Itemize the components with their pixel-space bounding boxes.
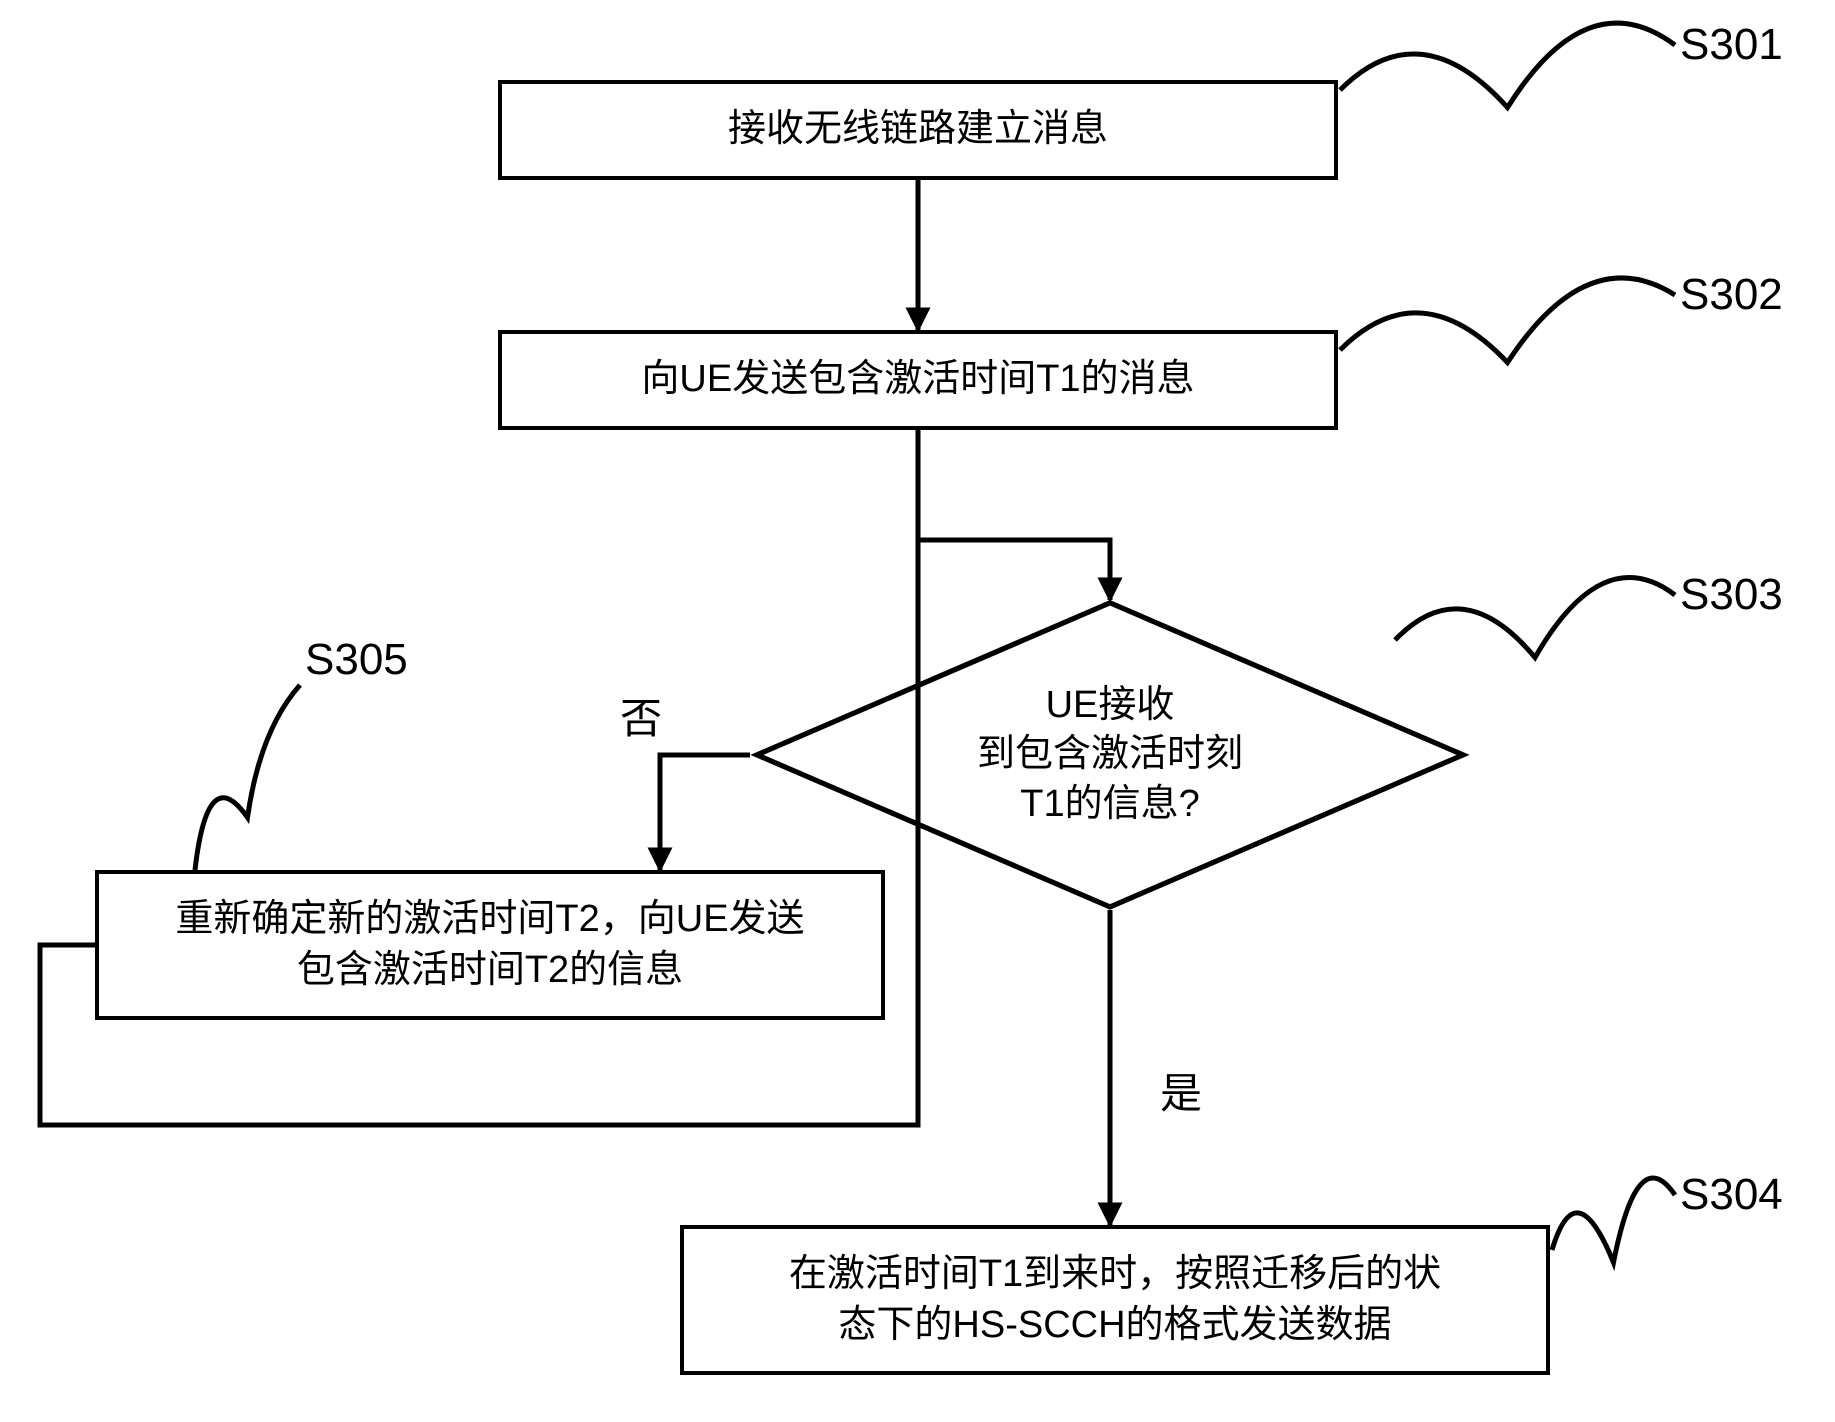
step-label-s302: S302 [1680,270,1783,320]
node-text-s304: 在激活时间T1到来时，按照迁移后的状 态下的HS-SCCH的格式发送数据 [789,1249,1441,1352]
node-text-s303: UE接收 到包含激活时刻 T1的信息? [977,681,1243,829]
lead-s301 [1340,23,1675,107]
node-text-s302: 向UE发送包含激活时间T1的消息 [641,354,1194,405]
step-label-s304: S304 [1680,1170,1783,1220]
edge-label-s303-s304: 是 [1160,1060,1202,1121]
step-label-s303: S303 [1680,570,1783,620]
node-s302: 向UE发送包含激活时间T1的消息 [498,330,1338,430]
node-s305: 重新确定新的激活时间T2，向UE发送 包含激活时间T2的信息 [95,870,885,1020]
lead-s304 [1552,1178,1675,1263]
edge-s303-s305 [660,755,750,870]
lead-s302 [1340,278,1675,363]
node-s301: 接收无线链路建立消息 [498,80,1338,180]
step-label-s301: S301 [1680,20,1783,70]
node-s304: 在激活时间T1到来时，按照迁移后的状 态下的HS-SCCH的格式发送数据 [680,1225,1550,1375]
lead-s305 [195,685,300,870]
edge-label-s303-s305: 否 [620,685,662,746]
node-text-s301: 接收无线链路建立消息 [728,104,1108,155]
edge-s302-s303 [918,430,1110,600]
step-label-s305: S305 [305,635,408,685]
node-text-s305: 重新确定新的激活时间T2，向UE发送 包含激活时间T2的信息 [175,894,804,997]
node-s303: UE接收 到包含激活时刻 T1的信息? [750,600,1470,910]
